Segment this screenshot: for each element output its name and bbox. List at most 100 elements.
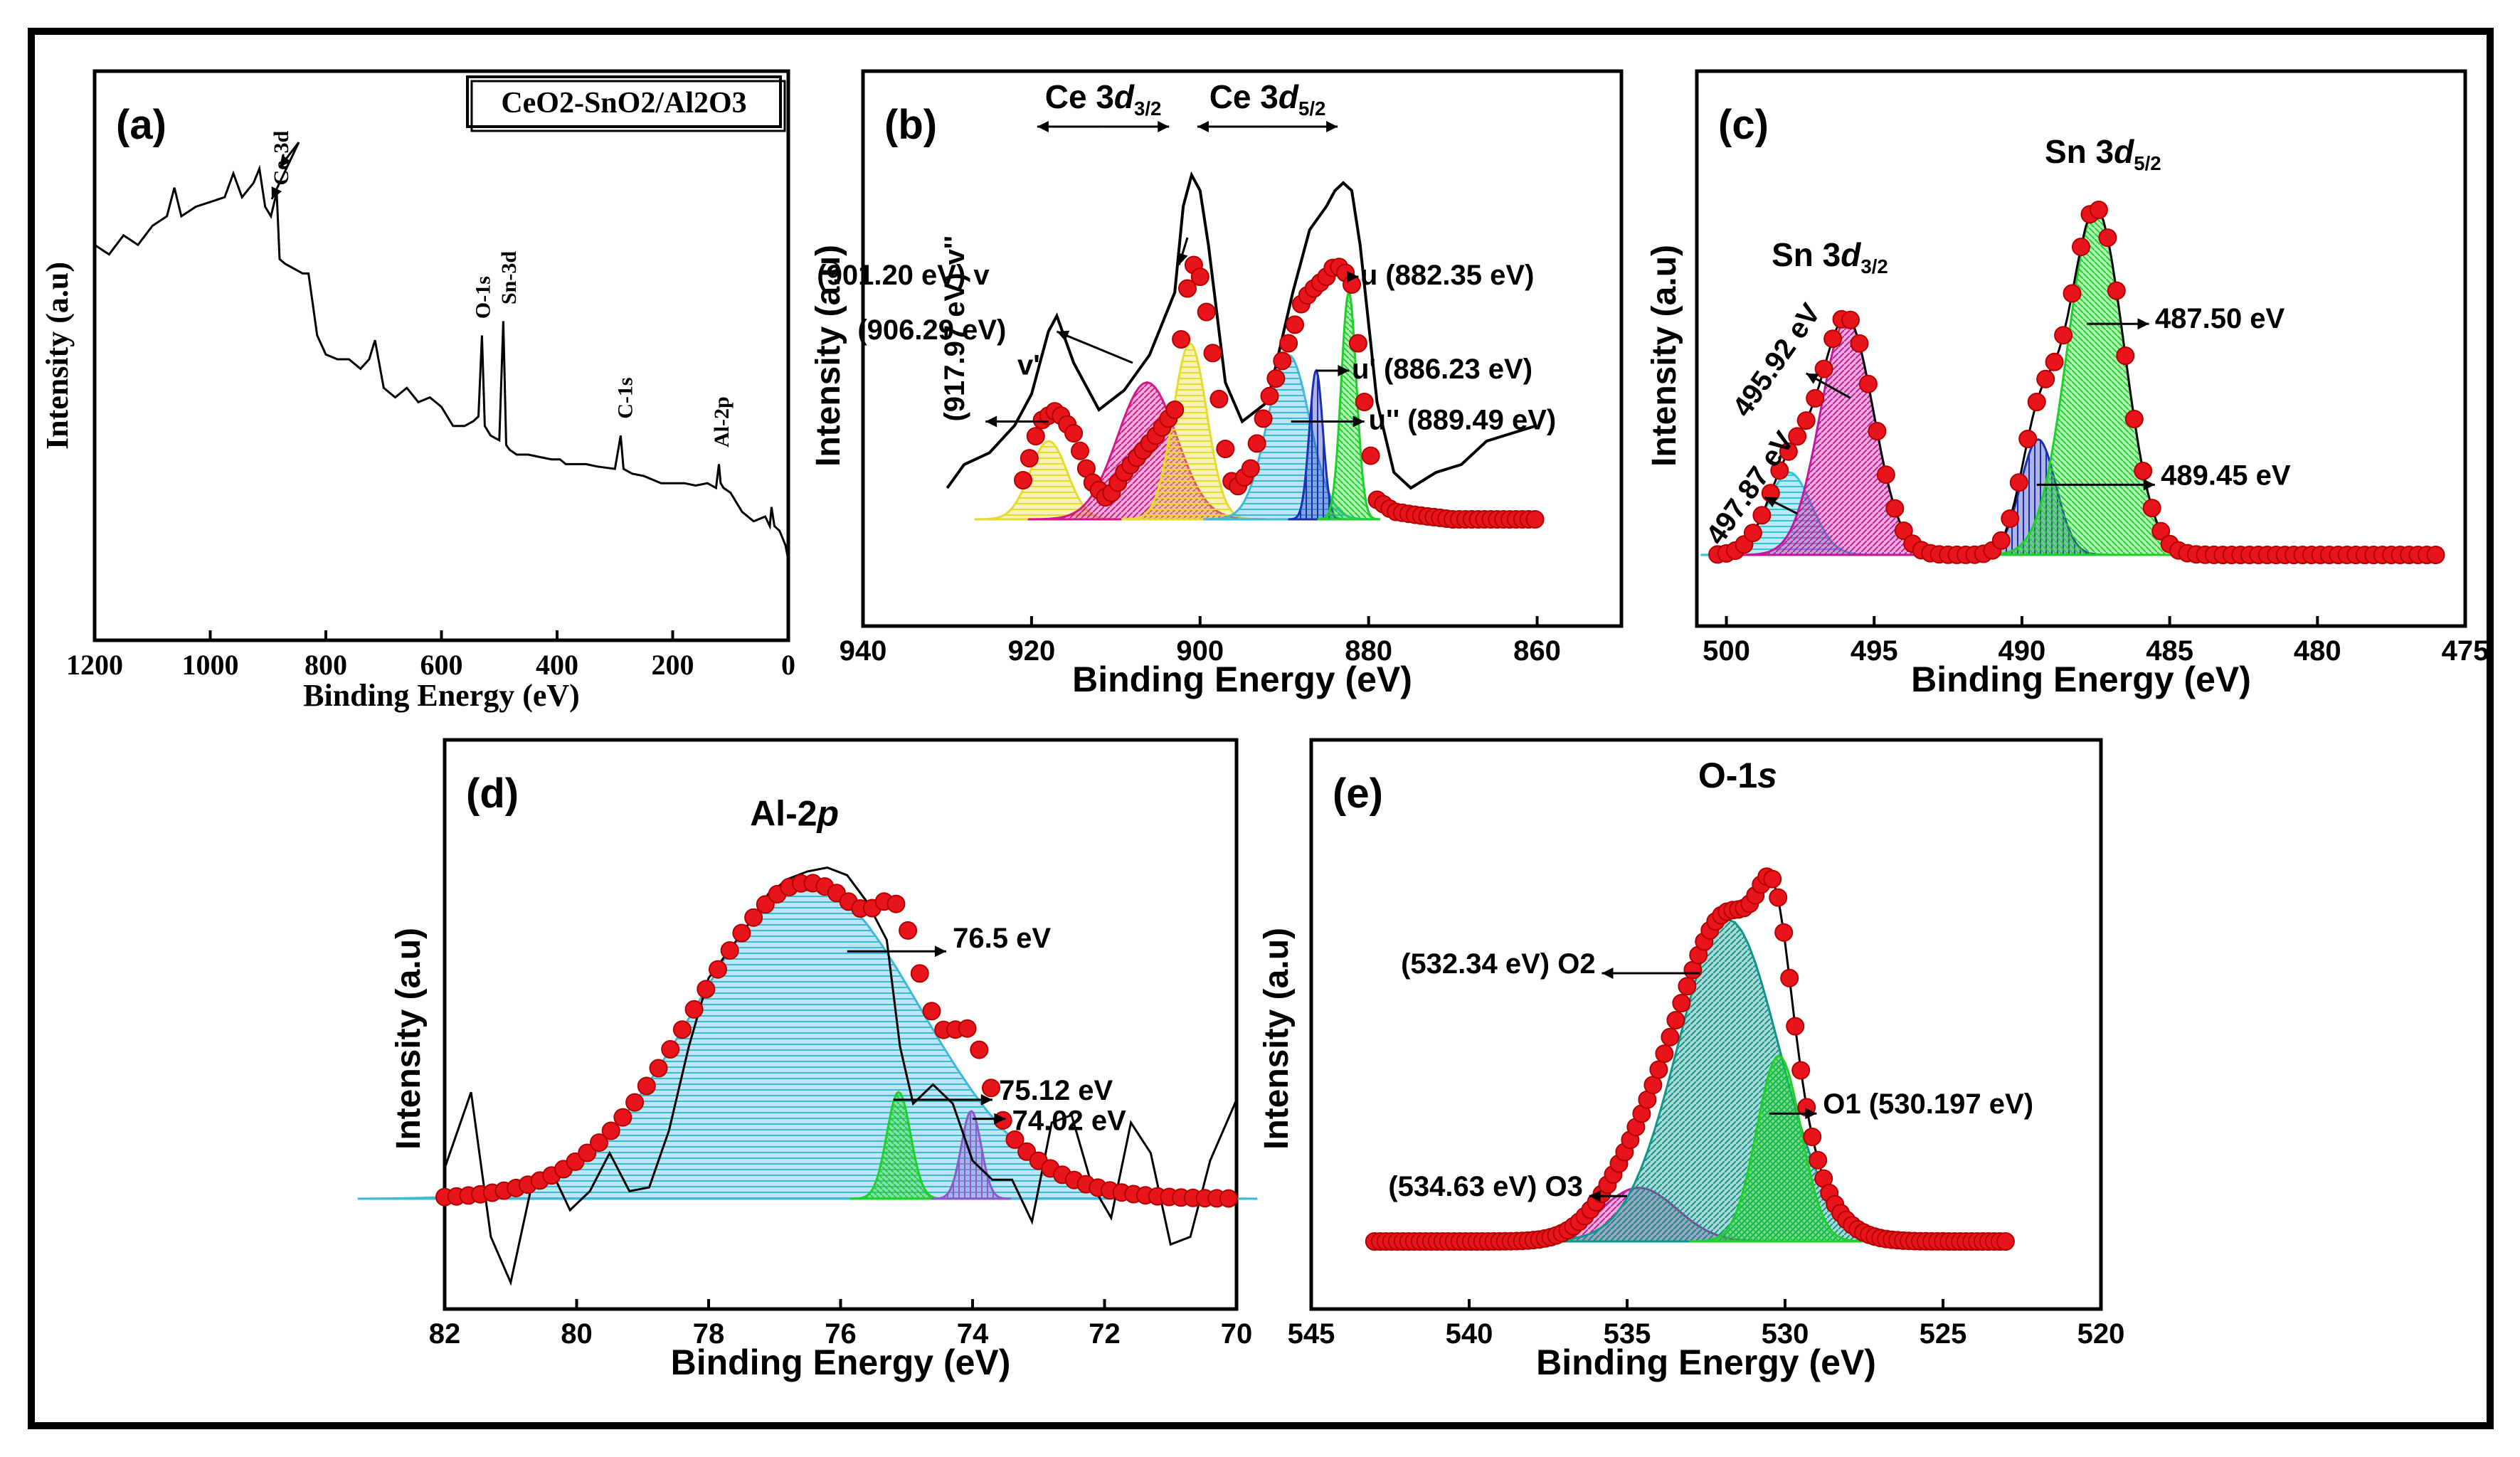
fit-marker [2426,546,2445,564]
x-tick-label: 545 [1288,1318,1335,1350]
y-axis-label: Intensity (a.u) [1646,245,1683,467]
fit-marker [2107,281,2126,300]
fit-marker [1770,461,1789,480]
peak-label: O1 (530.197 eV) [1823,1088,2033,1120]
raw-spectrum-d [443,866,1238,1286]
x-tick-label: 82 [429,1318,461,1350]
fit-marker [1780,968,1799,987]
panel-a: 1200 1000 800 600 400 200 0 Binding Energy (eV)… [40,69,795,713]
fit-marker [1774,923,1794,942]
label-arrow-head [1338,365,1350,376]
fit-marker [578,1143,597,1162]
x-axis-label: Binding Energy (eV) [303,678,580,713]
fit-markers-b [1014,255,1545,529]
fit-marker [661,1039,680,1059]
fit-marker [1796,411,1816,430]
x-tick-label: 800 [305,649,347,681]
annotation-arrow-head [280,154,292,167]
peak-label: (917.97 eV) v'' [939,235,970,421]
x-tick-label: 900 [1176,635,1224,667]
peak-label: u' (886.23 eV) [1352,354,1532,385]
x-tick-label: 1000 [182,649,239,681]
fit-marker [709,960,727,979]
x-tick-label: 74 [957,1318,989,1350]
label-arrow-head [1589,1190,1601,1202]
panel-label: (c) [1718,102,1769,148]
panel-title-main: O-1 [1698,756,1757,795]
group-label: Sn 3d3/2 [1772,236,1888,277]
fit-marker [1769,888,1788,907]
fit-marker [1361,446,1380,465]
y-axis-label: Intensity (a.u) [810,245,847,467]
fit-marker [1791,1061,1811,1080]
label-arrow-head [1764,497,1778,508]
fit-marker [1743,524,1762,543]
raw-spectrum-b [946,171,1538,490]
fit-marker [1165,401,1185,419]
peak-e-O1 [1688,1054,1869,1243]
group-label-sub: 3/2 [1134,97,1161,120]
label-arrow-head [1352,415,1365,428]
fit-marker [1005,1130,1025,1149]
x-axis-label: Binding Energy (eV) [1072,659,1412,699]
group-arrow-head [1037,121,1049,132]
group-arrow-head [1197,121,1209,132]
fit-marker [1266,369,1286,388]
fit-marker [1071,441,1089,460]
x-tick-label: 78 [693,1318,725,1350]
fit-marker [1672,994,1691,1012]
fit-marker [649,1059,668,1078]
x-tick-label: 490 [1998,635,2046,667]
group-arrow-head [1158,121,1170,132]
fit-marker [2151,521,2171,541]
label-arrow-head [2137,318,2149,330]
group-label: Sn 3d5/2 [2045,133,2161,174]
panel-label: (a) [116,102,166,148]
fit-marker [2089,201,2108,219]
fit-marker [1525,510,1545,529]
peak-label: (901.20 eV) v [817,260,990,291]
fit-marker [1666,1011,1685,1029]
fit-marker [1823,329,1843,349]
fit-marker [1197,302,1216,322]
fit-marker [1178,279,1197,298]
fit-marker [1219,1189,1238,1208]
group-label-main: Sn 3 [2045,133,2114,170]
x-tick-label: 600 [420,649,463,681]
fit-marker [1643,1076,1663,1095]
x-tick-label: 70 [1221,1318,1253,1350]
panel-label: (d) [466,770,519,817]
x-tick-label: 475 [2442,635,2489,667]
fit-marker [1841,310,1860,329]
peak-b-u [1317,290,1381,521]
x-tick-label: 400 [536,649,578,681]
panel-title: O-1s [1698,756,1777,795]
fit-marker [910,964,929,983]
fit-marker [1649,1060,1668,1079]
fit-marker [684,1000,704,1019]
fit-marker [1996,1232,2015,1251]
group-label-sub: 5/2 [2134,152,2161,174]
x-tick-label: 540 [1446,1318,1493,1350]
x-tick-label: 880 [1345,635,1392,667]
fit-marker [637,1076,656,1096]
figure-frame [28,28,2494,1429]
peak-label: 76.5 eV [953,923,1051,954]
fit-marker [2027,393,2046,411]
panel-label: (b) [884,102,937,148]
panel-e-frame [1309,738,2103,1311]
panel-title-main: Al-2 [750,794,817,834]
x-axis-label: Binding Energy (eV) [1911,659,2251,699]
group-label: Ce 3d3/2 [1045,78,1162,120]
x-tick-label: 200 [652,649,694,681]
x-axis-label: Binding Energy (eV) [671,1342,1011,1382]
fit-markers-c [1708,201,2445,564]
fit-marker [1788,427,1807,446]
fit-marker [1273,351,1292,371]
fit-marker [922,1002,941,1021]
fit-marker [1216,440,1235,458]
fit-marker [2116,346,2135,365]
fit-marker [1850,334,1869,353]
